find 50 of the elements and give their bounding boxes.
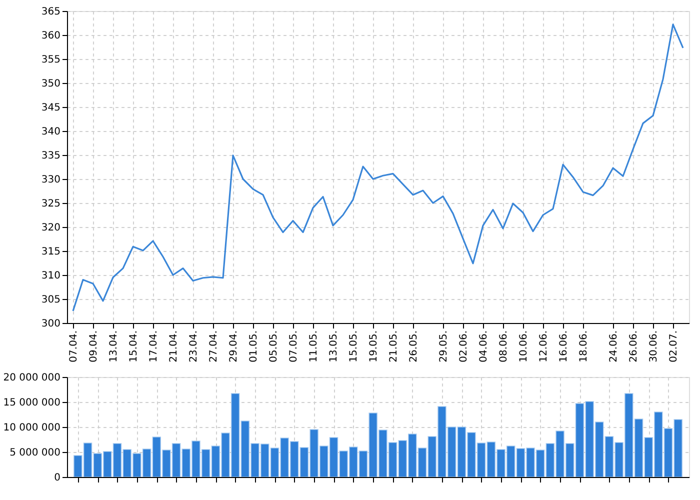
y-tick-label: 330 xyxy=(41,174,60,186)
x-tick-label: 29.05. xyxy=(438,330,450,362)
y-tick-label: 365 xyxy=(41,6,60,18)
y-tick-label: 350 xyxy=(41,78,60,90)
x-tick-label: 26.05. xyxy=(408,330,420,362)
y-tick-label: 305 xyxy=(41,294,60,306)
y-tick-label: 345 xyxy=(41,102,60,114)
y-tick-label: 360 xyxy=(41,30,60,42)
y-tick-label: 0 xyxy=(54,472,60,484)
line-series xyxy=(72,24,684,312)
x-tick-label: 24.06. xyxy=(608,330,620,362)
y-tick-label: 300 xyxy=(41,318,60,330)
x-tick-label: 10.06. xyxy=(518,330,530,362)
x-tick-label: 21.04. xyxy=(168,330,180,362)
y-tick-label: 335 xyxy=(41,150,60,162)
y-tick-label: 325 xyxy=(41,198,60,210)
y-tick-label: 355 xyxy=(41,54,60,66)
x-tick-label: 23.04. xyxy=(188,330,200,362)
x-tick-label: 30.06. xyxy=(648,330,660,362)
x-tick-label: 07.05. xyxy=(288,330,300,362)
x-tick-label: 08.06. xyxy=(498,330,510,362)
x-tick-label: 18.06. xyxy=(578,330,590,362)
y-tick-label: 15 000 000 xyxy=(3,398,60,408)
x-tick-label: 12.06. xyxy=(538,330,550,362)
x-tick-label: 09.04. xyxy=(88,330,100,362)
x-tick-label: 05.05. xyxy=(268,330,280,362)
y-tick-label: 315 xyxy=(41,246,60,258)
x-tick-label: 01.05. xyxy=(248,330,260,362)
y-tick-label: 310 xyxy=(41,270,60,282)
x-tick-label: 19.05. xyxy=(368,330,380,362)
y-tick-label: 340 xyxy=(41,126,60,138)
x-tick-label: 17.04. xyxy=(148,330,160,362)
x-tick-label: 29.04. xyxy=(228,330,240,362)
y-tick-label: 320 xyxy=(41,222,60,234)
x-tick-label: 13.05. xyxy=(328,330,340,362)
x-tick-label: 11.05. xyxy=(308,330,320,362)
x-tick-label: 27.04. xyxy=(208,330,220,362)
x-tick-label: 04.06. xyxy=(478,330,490,362)
x-tick-label: 21.05. xyxy=(388,330,400,362)
y-tick-label: 10 000 000 xyxy=(3,422,60,434)
x-tick-label: 26.06. xyxy=(628,330,640,362)
x-tick-label: 02.07. xyxy=(668,330,680,362)
x-tick-label: 15.05. xyxy=(348,330,360,362)
x-tick-label: 07.04. xyxy=(68,330,80,362)
x-tick-label: 13.04. xyxy=(108,330,120,362)
x-tick-label: 02.06. xyxy=(458,330,470,362)
y-tick-label: 5 000 000 xyxy=(10,448,60,458)
x-tick-label: 16.06. xyxy=(558,330,570,362)
x-tick-label: 15.04. xyxy=(128,330,140,362)
y-tick-label: 20 000 000 xyxy=(3,372,60,384)
